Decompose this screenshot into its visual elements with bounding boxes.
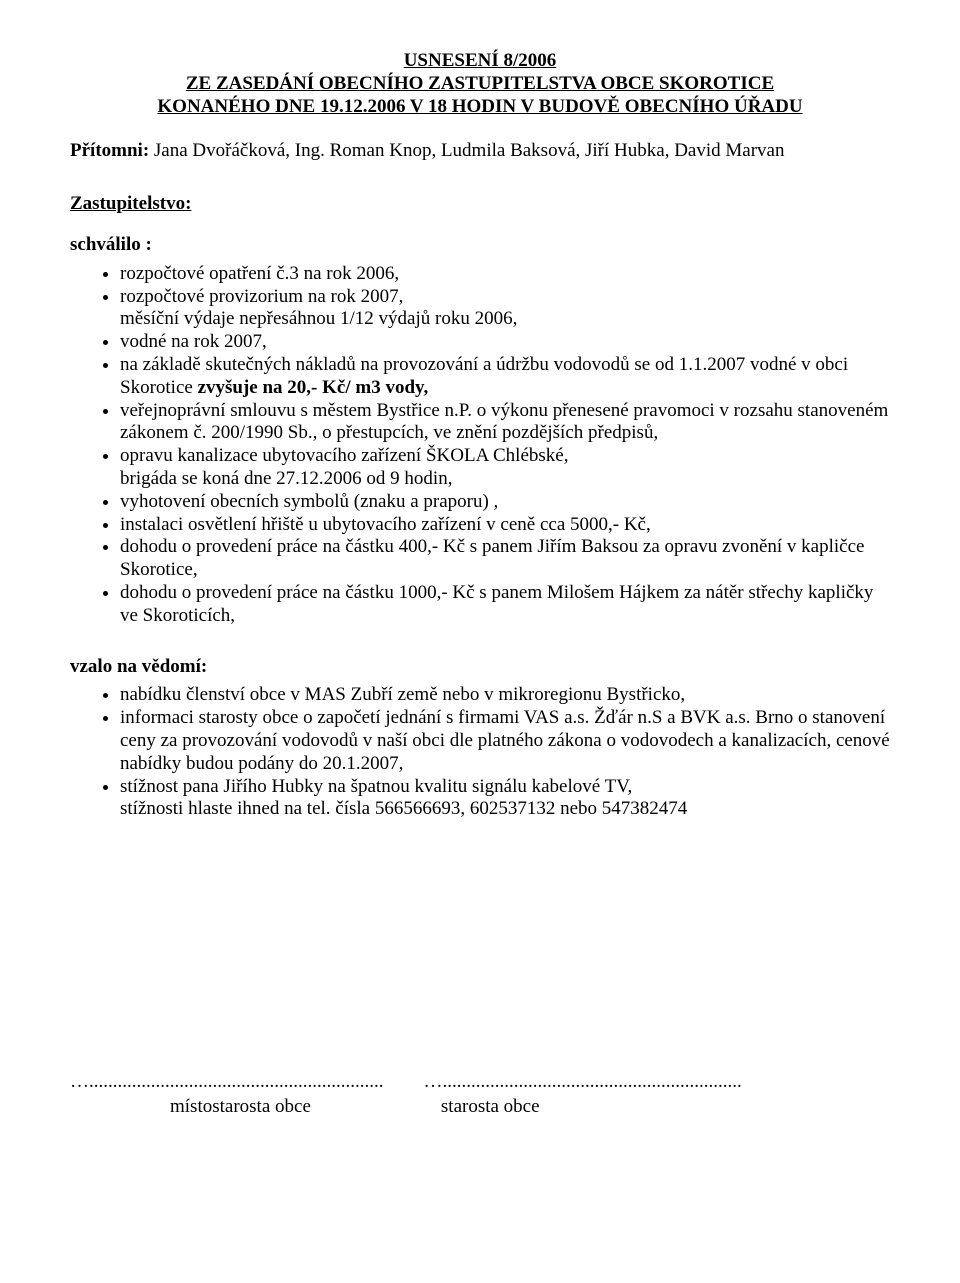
title-block: USNESENÍ 8/2006 ZE ZASEDÁNÍ OBECNÍHO ZAS… <box>70 50 890 118</box>
noted-item: nabídku členství obce v MAS Zubří země n… <box>120 684 890 707</box>
signature-label-left: místostarosta obce <box>170 1096 311 1119</box>
noted-item: stížnost pana Jiřího Hubky na špatnou kv… <box>120 776 890 822</box>
document-page: USNESENÍ 8/2006 ZE ZASEDÁNÍ OBECNÍHO ZAS… <box>0 0 960 1283</box>
noted-heading: vzalo na vědomí: <box>70 656 890 679</box>
title-line-2: ZE ZASEDÁNÍ OBECNÍHO ZASTUPITELSTVA OBCE… <box>70 73 890 96</box>
approved-list: rozpočtové opatření č.3 na rok 2006,rozp… <box>70 263 890 628</box>
approved-item: na základě skutečných nákladů na provozo… <box>120 354 890 400</box>
noted-item: informaci starosty obce o započetí jedná… <box>120 707 890 775</box>
approved-item: dohodu o provedení práce na částku 400,-… <box>120 536 890 582</box>
signature-footer: ….......................................… <box>70 1071 890 1119</box>
approved-item: dohodu o provedení práce na částku 1000,… <box>120 582 890 628</box>
emphasis: zvyšuje na 20,- Kč/ m3 vody, <box>198 377 429 398</box>
approved-item: opravu kanalizace ubytovacího zařízení Š… <box>120 445 890 491</box>
title-line-1: USNESENÍ 8/2006 <box>70 50 890 73</box>
approved-item: rozpočtové opatření č.3 na rok 2006, <box>120 263 890 286</box>
attendees-line: Přítomni: Jana Dvořáčková, Ing. Roman Kn… <box>70 140 890 163</box>
approved-item: instalaci osvětlení hřiště u ubytovacího… <box>120 514 890 537</box>
title-line-3: KONANÉHO DNE 19.12.2006 V 18 HODIN V BUD… <box>70 96 890 119</box>
attendees-names: Jana Dvořáčková, Ing. Roman Knop, Ludmil… <box>149 140 784 161</box>
attendees-label: Přítomni: <box>70 140 149 161</box>
signature-labels-row: místostarosta obce starosta obce <box>70 1094 890 1119</box>
section-heading: Zastupitelstvo: <box>70 193 890 216</box>
approved-item: vodné na rok 2007, <box>120 331 890 354</box>
signature-label-right: starosta obce <box>441 1096 540 1119</box>
approved-item: veřejnoprávní smlouvu s městem Bystřice … <box>120 400 890 446</box>
signature-dots-left: ….......................................… <box>70 1071 384 1094</box>
signature-dots-row: ….......................................… <box>70 1071 890 1094</box>
noted-list: nabídku členství obce v MAS Zubří země n… <box>70 684 890 821</box>
signature-dots-right: ….......................................… <box>424 1071 742 1094</box>
approved-item: vyhotovení obecních symbolů (znaku a pra… <box>120 491 890 514</box>
approved-item: rozpočtové provizorium na rok 2007, měsí… <box>120 286 890 332</box>
approved-heading: schválilo : <box>70 234 890 257</box>
